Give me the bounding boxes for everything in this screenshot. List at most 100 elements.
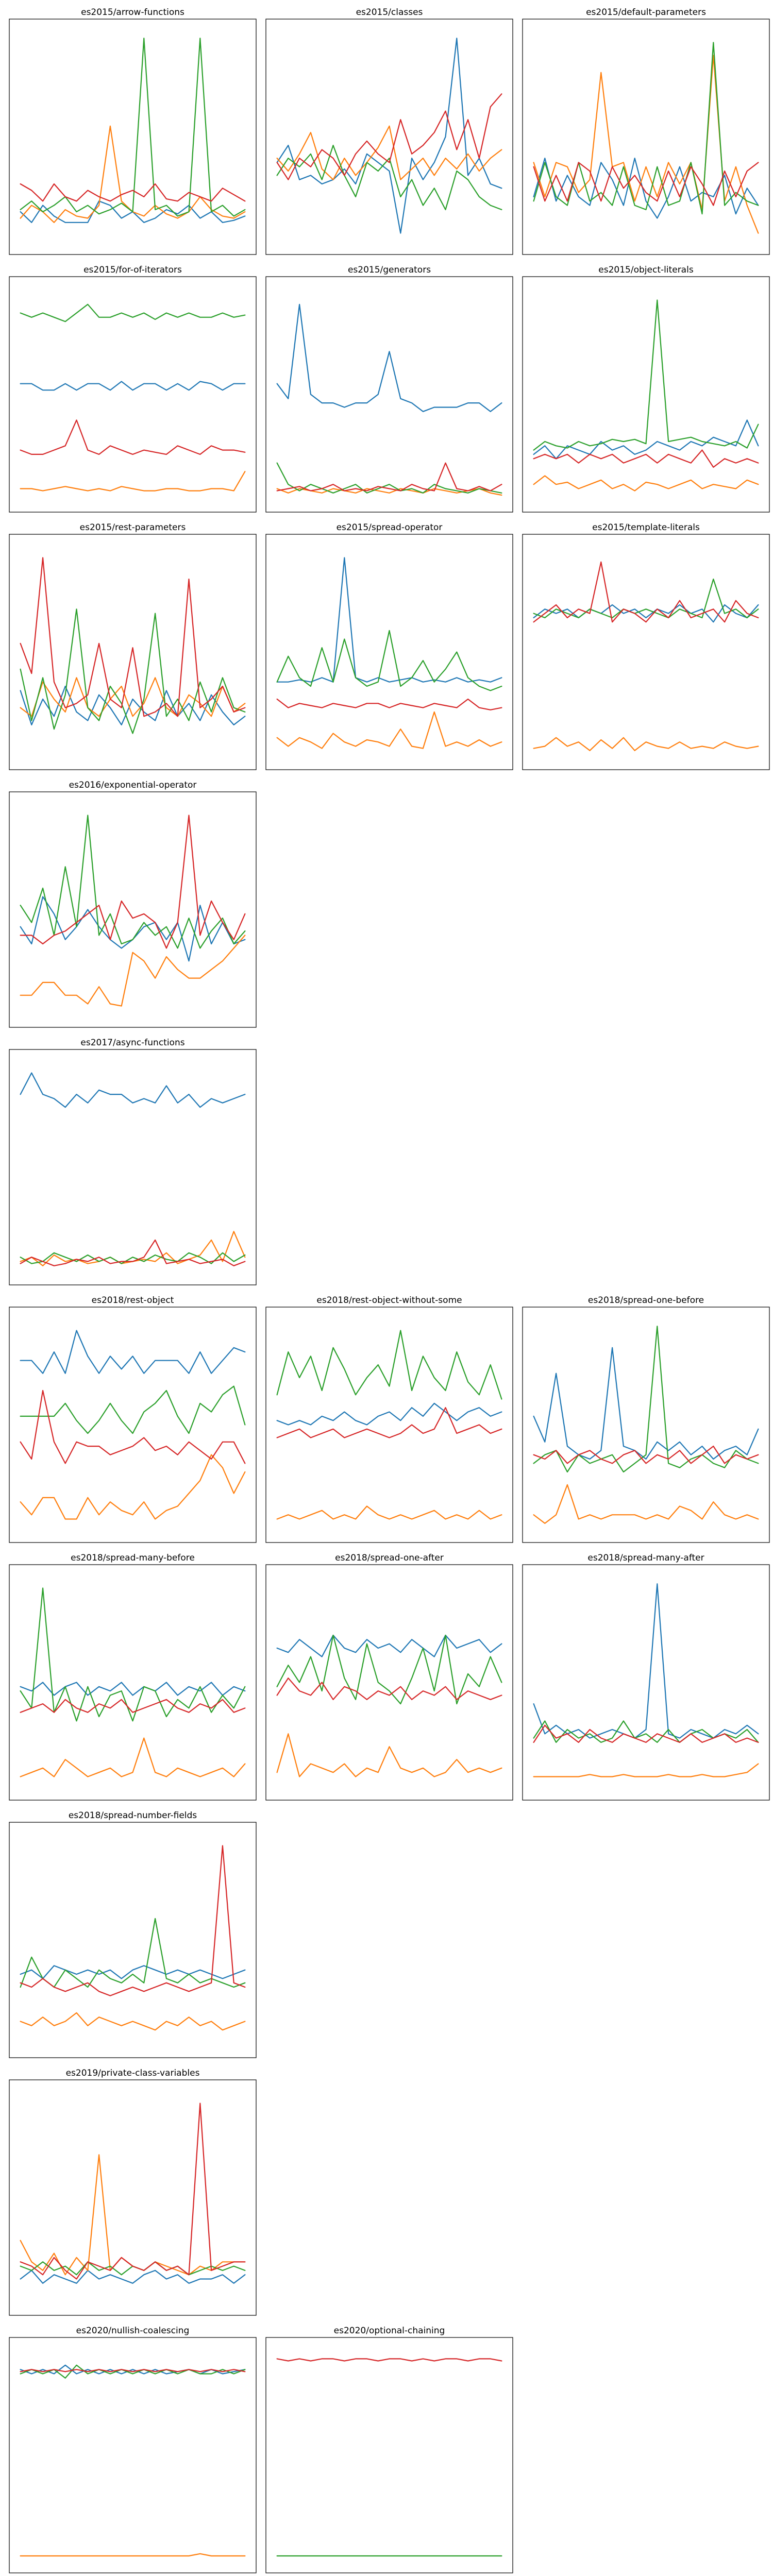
series-line-3 bbox=[20, 1918, 246, 1988]
panel-es2019-private-class-variables: es2019/private-class-variables bbox=[9, 2068, 257, 2316]
panel-es2015-rest-parameters: es2015/rest-parameters bbox=[9, 522, 257, 770]
series-line-4 bbox=[20, 1239, 246, 1266]
series-line-1 bbox=[276, 38, 502, 234]
plot-frame bbox=[9, 1049, 257, 1285]
series-line-4 bbox=[276, 1677, 502, 1700]
panel-title: es2020/nullish-coalescing bbox=[76, 2326, 190, 2336]
series-line-4 bbox=[20, 1389, 246, 1464]
panel-title: es2015/rest-parameters bbox=[80, 522, 186, 533]
plot-frame bbox=[522, 1564, 770, 1801]
series-line-4 bbox=[20, 2369, 246, 2372]
series-line-1 bbox=[276, 303, 502, 412]
series-line-1 bbox=[20, 685, 246, 725]
panel-es2015-for-of-iterators: es2015/for-of-iterators bbox=[9, 265, 257, 513]
series-line-3 bbox=[20, 815, 246, 949]
series-line-4 bbox=[20, 557, 246, 717]
series-line-2 bbox=[276, 1505, 502, 1520]
panel-title: es2015/object-literals bbox=[598, 265, 694, 275]
series-line-4 bbox=[276, 462, 502, 492]
series-line-3 bbox=[20, 303, 246, 323]
series-line-3 bbox=[533, 299, 759, 451]
panel-es2015-classes: es2015/classes bbox=[265, 7, 513, 255]
series-line-2 bbox=[533, 475, 759, 492]
series-line-3 bbox=[276, 145, 502, 210]
series-line-4 bbox=[533, 1724, 759, 1743]
series-line-2 bbox=[20, 1737, 246, 1777]
panel-title: es2018/rest-object-without-some bbox=[316, 1295, 462, 1306]
series-line-2 bbox=[20, 2012, 246, 2031]
series-line-2 bbox=[276, 1733, 502, 1777]
series-line-3 bbox=[20, 2364, 246, 2379]
panel-es2015-generators: es2015/generators bbox=[265, 265, 513, 513]
series-line-3 bbox=[20, 1252, 246, 1264]
series-line-2 bbox=[276, 711, 502, 749]
plot-frame bbox=[522, 1307, 770, 1543]
series-line-1 bbox=[533, 604, 759, 623]
plot-frame bbox=[9, 19, 257, 255]
plot-frame bbox=[265, 2337, 513, 2573]
plot-frame bbox=[265, 1307, 513, 1543]
panel-title: es2017/async-functions bbox=[80, 1038, 184, 1048]
panel-es2016-exponential-operator: es2016/exponential-operator bbox=[9, 780, 257, 1028]
series-line-4 bbox=[20, 1699, 246, 1713]
series-line-1 bbox=[20, 896, 246, 962]
panel-title: es2018/spread-one-after bbox=[335, 1553, 444, 1563]
series-line-2 bbox=[20, 1231, 246, 1266]
series-line-1 bbox=[533, 1583, 759, 1739]
plot-frame bbox=[9, 791, 257, 1028]
panel-es2015-template-literals: es2015/template-literals bbox=[522, 522, 770, 770]
series-line-3 bbox=[276, 462, 502, 494]
series-line-2 bbox=[276, 2358, 502, 2362]
panel-es2018-spread-number-fields: es2018/spread-number-fields bbox=[9, 1810, 257, 2058]
plot-frame bbox=[265, 19, 513, 255]
series-line-1 bbox=[20, 2269, 246, 2284]
series-line-2 bbox=[20, 471, 246, 492]
series-line-3 bbox=[20, 1587, 246, 1722]
panel-es2018-rest-object-without-some: es2018/rest-object-without-some bbox=[265, 1295, 513, 1543]
series-line-1 bbox=[20, 1072, 246, 1108]
panel-es2015-arrow-functions: es2015/arrow-functions bbox=[9, 7, 257, 255]
series-line-2 bbox=[533, 1484, 759, 1524]
panel-title: es2015/generators bbox=[348, 265, 431, 275]
panel-es2015-spread-operator: es2015/spread-operator bbox=[265, 522, 513, 770]
panel-title: es2018/spread-one-before bbox=[588, 1295, 704, 1306]
plot-frame bbox=[9, 2079, 257, 2316]
panel-title: es2018/spread-many-after bbox=[587, 1553, 704, 1563]
panel-es2015-default-parameters: es2015/default-parameters bbox=[522, 7, 770, 255]
series-line-4 bbox=[533, 561, 759, 623]
plot-frame bbox=[9, 1822, 257, 2058]
panel-title: es2015/arrow-functions bbox=[81, 7, 184, 18]
panel-es2020-nullish-coalescing: es2020/nullish-coalescing bbox=[9, 2326, 257, 2573]
series-line-3 bbox=[276, 1634, 502, 1705]
panel-es2018-rest-object: es2018/rest-object bbox=[9, 1295, 257, 1543]
series-line-3 bbox=[533, 42, 759, 215]
plot-frame bbox=[9, 1307, 257, 1543]
series-line-2 bbox=[20, 1454, 246, 1520]
plot-frame bbox=[9, 1564, 257, 1801]
series-line-2 bbox=[276, 125, 502, 180]
series-line-4 bbox=[276, 93, 502, 180]
series-line-2 bbox=[20, 2553, 246, 2557]
series-line-1 bbox=[20, 1330, 246, 1374]
series-line-3 bbox=[20, 38, 246, 217]
plot-frame bbox=[522, 19, 770, 255]
series-line-2 bbox=[20, 677, 246, 717]
panel-title: es2019/private-class-variables bbox=[66, 2068, 200, 2078]
panel-es2017-async-functions: es2017/async-functions bbox=[9, 1038, 257, 1285]
series-line-1 bbox=[276, 1634, 502, 1657]
series-line-3 bbox=[20, 1385, 246, 1434]
series-line-3 bbox=[533, 579, 759, 619]
series-line-4 bbox=[20, 1845, 246, 1996]
series-line-1 bbox=[20, 381, 246, 391]
series-line-3 bbox=[276, 1330, 502, 1400]
series-line-3 bbox=[276, 630, 502, 691]
plot-frame bbox=[9, 276, 257, 513]
panel-title: es2015/template-literals bbox=[592, 522, 700, 533]
plot-frame bbox=[522, 534, 770, 770]
series-line-2 bbox=[533, 55, 759, 234]
series-line-4 bbox=[533, 449, 759, 468]
series-line-1 bbox=[276, 557, 502, 683]
panel-es2018-spread-one-before: es2018/spread-one-before bbox=[522, 1295, 770, 1543]
panel-title: es2018/spread-many-before bbox=[71, 1553, 195, 1563]
plot-frame bbox=[9, 534, 257, 770]
